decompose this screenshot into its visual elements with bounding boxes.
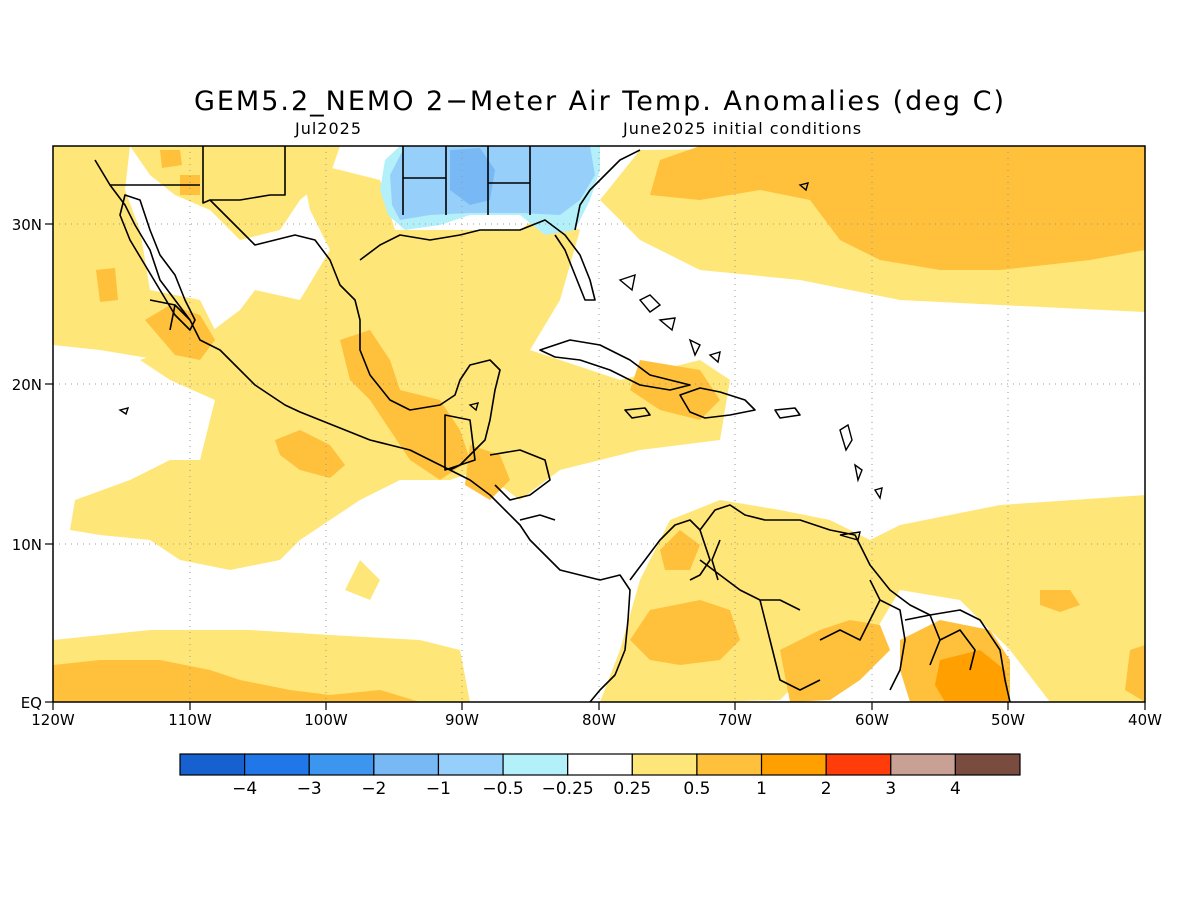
lat-label: 10N (12, 536, 42, 554)
lon-label: 100W (304, 711, 348, 729)
axis-ticks (45, 223, 1146, 710)
colorbar-label: 0.25 (613, 779, 651, 799)
lon-label: 70W (718, 711, 752, 729)
lon-label: 120W (31, 711, 75, 729)
colorbar (179, 753, 1021, 776)
colorbar-label: 4 (950, 779, 961, 799)
coastlines (94, 146, 1011, 702)
lon-label: 50W (991, 711, 1025, 729)
colorbar-label: 0.5 (683, 779, 710, 799)
lon-label: 90W (445, 711, 479, 729)
colorbar-swatch (890, 753, 956, 776)
colorbar-swatch (954, 753, 1021, 776)
valid-month-label: Jul2025 (295, 119, 363, 138)
graticule (53, 146, 1145, 702)
map-title: GEM5.2_NEMO 2−Meter Air Temp. Anomalies … (193, 86, 1007, 117)
colorbar-swatch (696, 753, 763, 776)
colorbar-label: −0.25 (542, 779, 594, 799)
colorbar-swatch (308, 753, 375, 776)
colorbar-swatch (437, 753, 504, 776)
colorbar-label: 3 (885, 779, 896, 799)
colorbar-label: −2 (361, 779, 386, 799)
lon-label: 40W (1128, 711, 1162, 729)
colorbar-swatch (373, 753, 440, 776)
colorbar-swatch (631, 753, 698, 776)
islands (118, 182, 883, 541)
latitude-labels: EQ 10N 20N 30N (12, 216, 42, 712)
colorbar-swatch (244, 753, 310, 776)
longitude-labels: 120W 110W 100W 90W 80W 70W 60W 50W 40W (31, 711, 1162, 729)
colorbar-label: 1 (756, 779, 767, 799)
anomaly-field (53, 146, 1145, 702)
lat-label: 30N (12, 216, 42, 234)
initial-conditions-label: June2025 initial conditions (623, 119, 863, 138)
colorbar-label: −0.5 (482, 779, 523, 799)
colorbar-swatch (760, 753, 827, 776)
lon-label: 60W (855, 711, 889, 729)
colorbar-label: −4 (232, 779, 257, 799)
colorbar-label: −1 (426, 779, 451, 799)
lon-label: 110W (168, 711, 212, 729)
colorbar-label: −3 (297, 779, 322, 799)
anomaly-1-2 (935, 650, 1010, 702)
lat-label: EQ (21, 694, 42, 712)
colorbar-labels: −4 −3 −2 −1 −0.5 −0.25 0.25 0.5 1 2 3 4 (232, 779, 961, 799)
colorbar-swatch (567, 753, 633, 776)
lat-label: 20N (12, 376, 42, 394)
colorbar-swatch (179, 753, 246, 776)
colorbar-swatch (502, 753, 569, 776)
lon-label: 80W (582, 711, 616, 729)
colorbar-swatch (825, 753, 892, 776)
colorbar-label: 2 (821, 779, 832, 799)
